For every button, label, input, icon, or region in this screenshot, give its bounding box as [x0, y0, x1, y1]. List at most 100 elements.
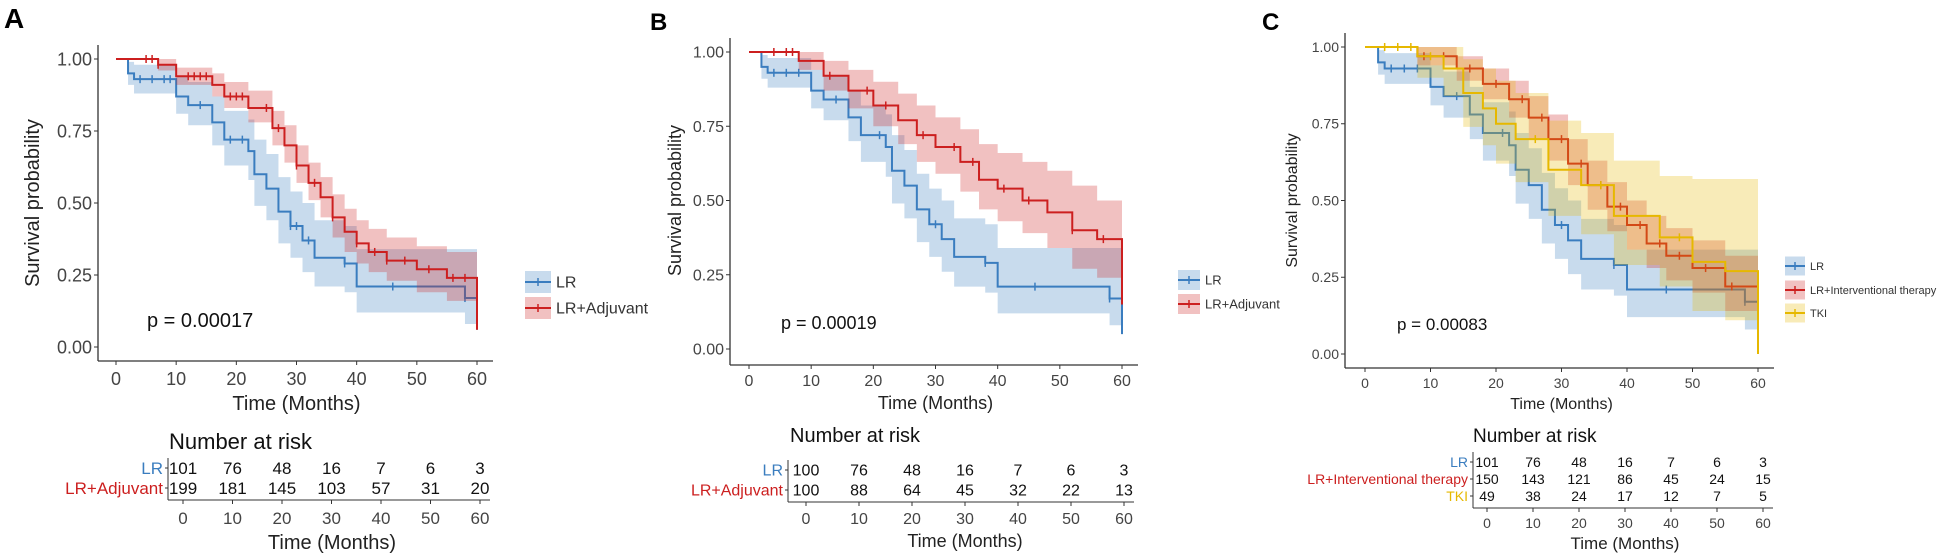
risk-count: 49	[1479, 488, 1495, 504]
risk-count: 7	[376, 459, 385, 478]
risk-x-tick-label: 0	[178, 509, 187, 528]
risk-x-tick-label: 50	[1062, 511, 1080, 528]
risk-row-label: LR	[141, 459, 163, 478]
y-tick-label: 0.50	[57, 193, 92, 213]
risk-x-tick-label: 40	[372, 509, 391, 528]
legend-label: LR+Interventional therapy	[1810, 285, 1937, 297]
y-axis-title: Survival probability	[22, 119, 44, 287]
x-tick-label: 40	[989, 373, 1007, 390]
risk-x-tick-label: 30	[322, 509, 341, 528]
risk-count: 101	[1475, 454, 1499, 470]
ci-band-lr	[116, 59, 477, 345]
panel-b: B0.000.250.500.751.000 10 20 30 40 50 60Surviv…	[650, 9, 1280, 551]
risk-count: 57	[372, 479, 391, 498]
risk-x-tick-label: 50	[421, 509, 440, 528]
risk-x-tick-label: 30	[1617, 515, 1633, 531]
risk-count: 7	[1713, 488, 1721, 504]
risk-table-title: Number at risk	[169, 429, 313, 454]
risk-count: 145	[268, 479, 296, 498]
legend-label: TKI	[1810, 308, 1827, 320]
x-axis-title: Time (Months)	[878, 393, 993, 413]
panel-label: A	[4, 3, 24, 34]
risk-count: 6	[426, 459, 435, 478]
x-tick-label: 0	[1361, 375, 1369, 391]
x-tick-label: 20	[1488, 375, 1504, 391]
risk-count: 48	[1571, 454, 1587, 470]
x-tick-label: 10	[1423, 375, 1439, 391]
x-tick-label: 40	[1619, 375, 1635, 391]
survival-curve-tki	[1365, 46, 1759, 354]
risk-row-label: LR+Adjuvant	[65, 479, 163, 498]
risk-count: 3	[475, 459, 484, 478]
risk-count: 76	[223, 459, 242, 478]
risk-count: 16	[1617, 454, 1633, 470]
x-axis-title: Time (Months)	[232, 393, 360, 415]
panel-c: C0.000.250.500.751.000 10 20 30 40 50 60Surviv…	[1262, 9, 1937, 553]
risk-count: 7	[1667, 454, 1675, 470]
survival-curve-lr-adjuvant	[749, 51, 1123, 305]
risk-count: 31	[421, 479, 440, 498]
p-value: p = 0.00017	[147, 310, 253, 332]
risk-x-axis-title: Time (Months)	[907, 531, 1022, 551]
risk-x-tick-label: 20	[1571, 515, 1587, 531]
risk-count: 100	[793, 483, 820, 500]
y-tick-label: 0.25	[57, 265, 92, 285]
risk-x-tick-label: 10	[1525, 515, 1541, 531]
risk-count: 17	[1617, 488, 1633, 504]
risk-x-tick-label: 50	[1709, 515, 1725, 531]
survival-curve-lr	[116, 58, 478, 330]
x-tick-label: 30	[1554, 375, 1570, 391]
y-tick-label: 0.50	[693, 193, 724, 210]
risk-row-label: LR	[1450, 454, 1468, 470]
risk-x-tick-label: 30	[956, 511, 974, 528]
y-tick-label: 1.00	[1312, 39, 1339, 55]
x-tick-label: 30	[286, 369, 306, 389]
risk-count: 121	[1567, 471, 1591, 487]
risk-count: 20	[471, 479, 490, 498]
y-axis-title: Survival probability	[665, 125, 685, 276]
risk-table-title: Number at risk	[790, 425, 921, 447]
x-tick-label: 60	[1750, 375, 1766, 391]
risk-count: 76	[1525, 454, 1541, 470]
risk-row-label: LR+Interventional therapy	[1307, 471, 1468, 487]
p-value: p = 0.00019	[781, 313, 877, 333]
risk-row-label: LR+Adjuvant	[691, 483, 784, 500]
x-tick-label: 50	[1685, 375, 1701, 391]
x-tick-label: 0	[111, 369, 121, 389]
y-tick-label: 0.75	[693, 119, 724, 136]
risk-count: 86	[1617, 471, 1633, 487]
risk-x-tick-label: 20	[903, 511, 921, 528]
y-tick-label: 0.75	[57, 121, 92, 141]
risk-x-tick-label: 40	[1009, 511, 1027, 528]
risk-count: 6	[1713, 454, 1721, 470]
risk-count: 88	[850, 483, 868, 500]
x-tick-label: 50	[1051, 373, 1069, 390]
y-tick-label: 0.25	[693, 267, 724, 284]
ci-band-lr-adjuvant	[749, 52, 1122, 335]
y-tick-label: 1.00	[57, 49, 92, 69]
risk-count: 76	[850, 463, 868, 480]
y-tick-label: 0.75	[1312, 116, 1339, 132]
y-tick-label: 1.00	[693, 45, 724, 62]
risk-count: 16	[322, 459, 341, 478]
risk-count: 24	[1571, 488, 1587, 504]
x-tick-label: 10	[802, 373, 820, 390]
risk-x-tick-label: 60	[471, 509, 490, 528]
risk-count: 45	[1663, 471, 1679, 487]
risk-x-tick-label: 40	[1663, 515, 1679, 531]
risk-count: 48	[903, 463, 921, 480]
ci-band-lr-adjuvant	[116, 59, 477, 345]
risk-count: 16	[956, 463, 974, 480]
risk-x-tick-label: 20	[273, 509, 292, 528]
ci-band-lr	[1365, 47, 1758, 351]
risk-count: 5	[1759, 488, 1767, 504]
legend-label: LR	[1810, 261, 1824, 273]
survival-curve-lr	[749, 51, 1123, 335]
x-tick-label: 50	[407, 369, 427, 389]
y-tick-label: 0.00	[1312, 346, 1339, 362]
ci-band-tki	[1365, 47, 1758, 354]
risk-count: 38	[1525, 488, 1541, 504]
x-tick-label: 60	[1113, 373, 1131, 390]
risk-count: 45	[956, 483, 974, 500]
risk-count: 22	[1062, 483, 1080, 500]
